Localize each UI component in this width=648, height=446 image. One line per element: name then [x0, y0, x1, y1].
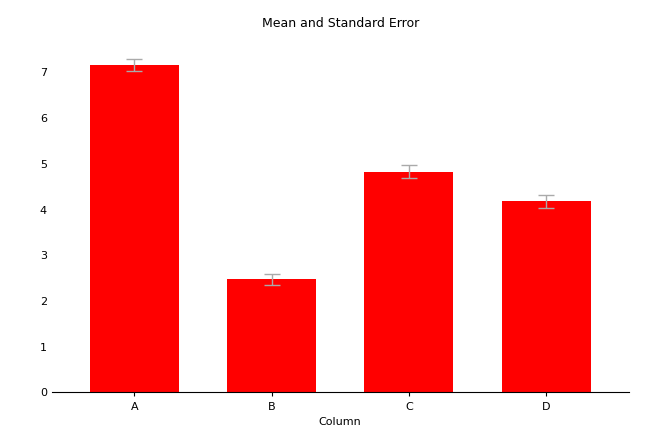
- Bar: [502, 201, 591, 392]
- X-axis label: Column: Column: [319, 417, 362, 427]
- Bar: [364, 172, 454, 392]
- Bar: [89, 66, 179, 392]
- Title: Mean and Standard Error: Mean and Standard Error: [262, 17, 419, 30]
- Bar: [227, 280, 316, 392]
